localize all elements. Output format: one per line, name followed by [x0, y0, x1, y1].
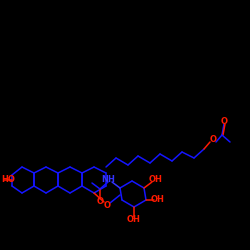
Text: O: O [210, 134, 216, 143]
Text: OH: OH [127, 216, 141, 224]
Text: O: O [96, 198, 103, 206]
Text: O: O [220, 116, 228, 126]
Text: OH: OH [149, 174, 163, 184]
Text: OH: OH [151, 196, 165, 204]
Text: HO: HO [1, 176, 15, 184]
Text: O: O [104, 200, 110, 209]
Text: NH: NH [101, 174, 115, 184]
